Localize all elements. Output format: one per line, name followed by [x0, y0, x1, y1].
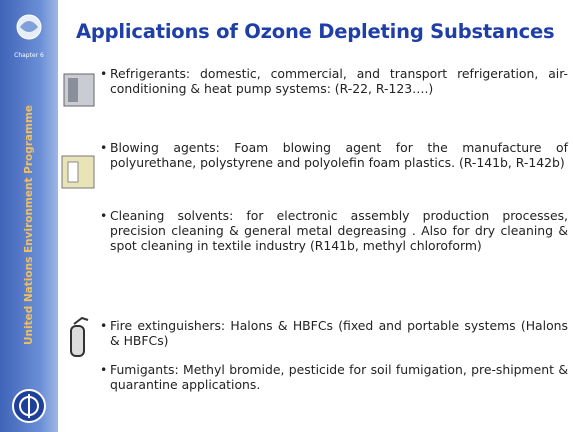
chapter-label: Chapter 6	[0, 52, 58, 59]
foam-icon	[58, 150, 98, 192]
extinguisher-icon	[62, 314, 92, 360]
unep-logo	[0, 382, 58, 432]
bullet: Cleaning solvents: for electronic assemb…	[100, 208, 568, 253]
sidebar: Chapter 6 United Nations Environment Pro…	[0, 0, 58, 432]
organization: United Nations Environment Programme	[23, 105, 35, 345]
bullet: Fumigants: Methyl bromide, pesticide for…	[100, 362, 568, 392]
logo	[0, 0, 58, 50]
bullet: Refrigerants: domestic, commercial, and …	[100, 66, 568, 96]
refrigerator-icon	[60, 70, 98, 110]
slide-title: Applications of Ozone Depleting Substanc…	[76, 20, 554, 43]
slide: Chapter 6 United Nations Environment Pro…	[0, 0, 573, 432]
bullet: Blowing agents: Foam blowing agent for t…	[100, 140, 568, 170]
bullet: Fire extinguishers: Halons & HBFCs (fixe…	[100, 318, 568, 348]
